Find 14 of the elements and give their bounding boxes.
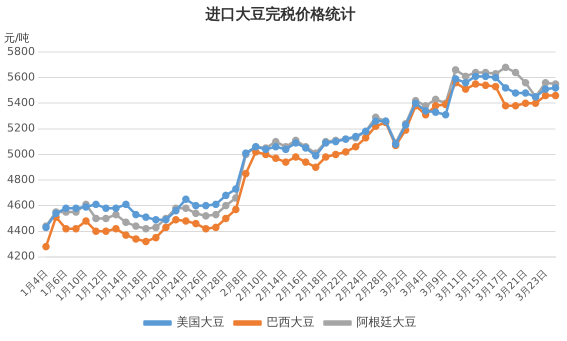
y-tick-label: 5000 [6,147,35,160]
y-tick-label: 5200 [6,122,35,135]
y-tick-label: 4800 [6,172,35,186]
y-tick-label: 4400 [6,224,35,238]
legend-label: 美国大豆 [176,315,224,330]
y-tick-label: 5800 [6,44,35,58]
y-axis-title: 元/吨 [4,31,30,44]
y-tick-label: 4200 [6,250,35,263]
legend-label: 巴西大豆 [266,315,314,330]
y-tick-label: 5600 [6,70,35,84]
y-tick-label: 5400 [6,96,35,110]
chart-title: 进口大豆完税价格统计 [204,4,356,23]
legend-label: 阿根廷大豆 [356,315,416,330]
y-tick-label: 4600 [6,198,35,212]
